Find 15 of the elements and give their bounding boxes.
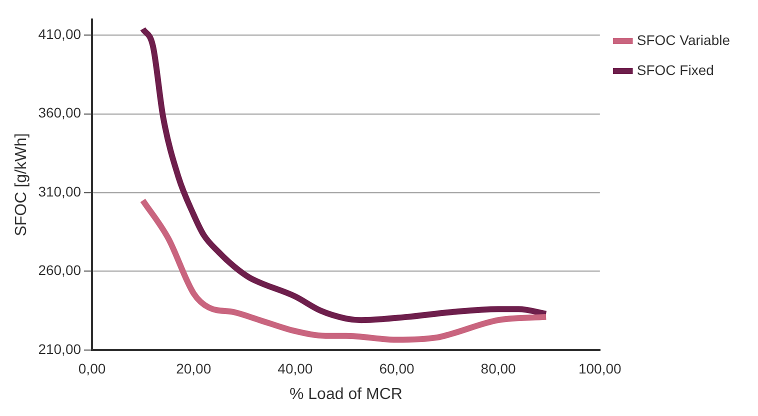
y-tick-label: 210,00 [38,340,82,357]
x-axis-title: % Load of MCR [289,386,402,403]
legend-label: SFOC Variable [636,32,730,48]
x-tick-label: 60,00 [379,360,414,376]
x-tick-label: 20,00 [176,360,212,376]
x-tick-label: 80,00 [480,360,516,376]
y-tick-label: 360,00 [38,104,82,121]
y-tick-label: 260,00 [38,262,82,278]
x-tick-label: 0,00 [78,360,106,376]
x-tick-label: 100,00 [578,360,622,376]
legend-label: SFOC Fixed [636,62,714,78]
y-tick-label: 310,00 [38,183,82,200]
y-tick-label: 410,00 [38,26,82,42]
x-tick-label: 40,00 [278,360,313,376]
y-axis-title: SFOC [g/kWh] [13,133,30,236]
